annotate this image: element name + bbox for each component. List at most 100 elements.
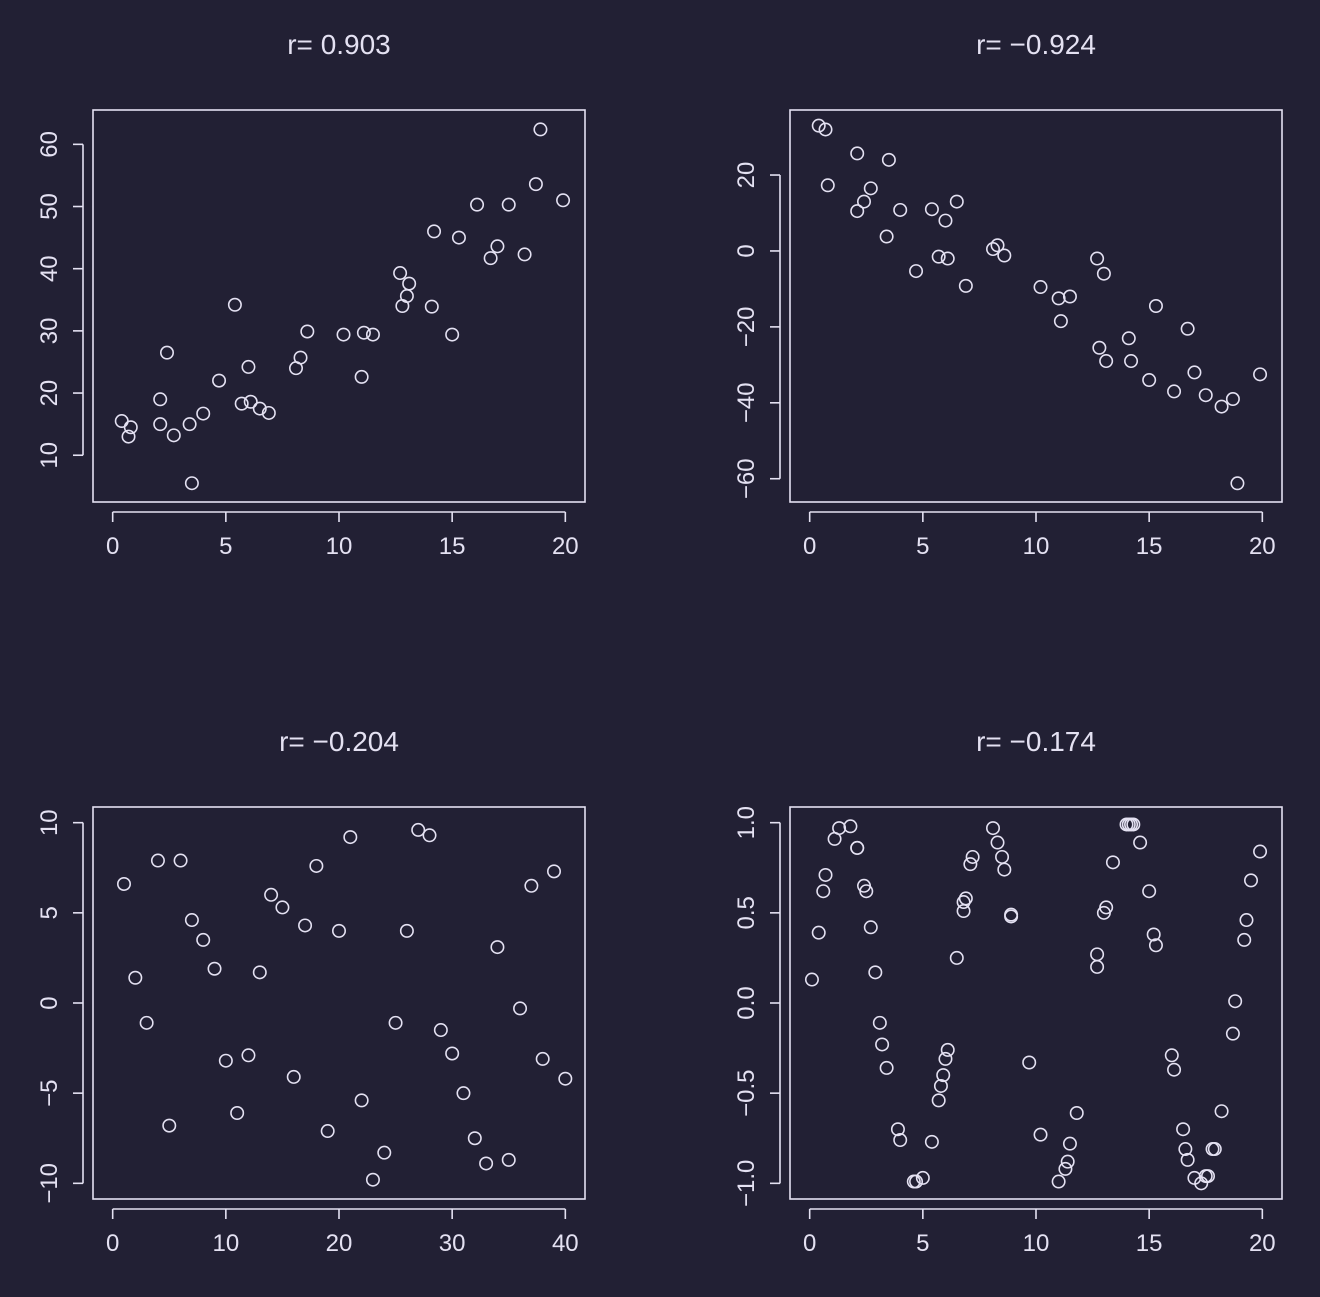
data-point — [365, 1172, 380, 1187]
data-point — [938, 213, 953, 228]
data-point — [1092, 340, 1107, 355]
data-point — [1167, 1062, 1182, 1077]
data-point — [1069, 1105, 1084, 1120]
x-tick-label: 0 — [106, 533, 119, 560]
data-point — [1214, 399, 1229, 414]
data-point — [1121, 331, 1136, 346]
data-point — [433, 1023, 448, 1038]
y-tick-label: 20 — [733, 162, 760, 189]
data-point — [820, 178, 835, 193]
data-point — [1033, 280, 1048, 295]
data-point — [1198, 388, 1213, 403]
data-point — [116, 876, 131, 891]
data-point — [123, 420, 138, 435]
data-point — [868, 965, 883, 980]
data-point — [490, 940, 505, 955]
data-point — [558, 1071, 573, 1086]
data-point — [427, 224, 442, 239]
data-point — [139, 1015, 154, 1030]
data-point — [1201, 1169, 1216, 1184]
data-point — [990, 238, 1005, 253]
x-tick-label: 20 — [552, 533, 579, 560]
data-point — [879, 1060, 894, 1075]
data-point — [159, 345, 174, 360]
data-point — [1167, 384, 1182, 399]
data-point — [859, 884, 874, 899]
y-tick-label: 1.0 — [733, 806, 760, 839]
x-tick-label: 15 — [1136, 533, 1163, 560]
data-point — [320, 1124, 335, 1139]
data-point — [547, 864, 562, 879]
y-tick-label: −1.0 — [733, 1160, 760, 1207]
data-point — [1146, 927, 1161, 942]
plot-frame — [789, 109, 1283, 503]
data-point — [243, 394, 258, 409]
data-point — [393, 266, 408, 281]
panel-title: r= −0.204 — [279, 726, 399, 757]
x-tick-label: 20 — [1249, 1230, 1276, 1257]
data-point — [936, 1068, 951, 1083]
data-point — [811, 118, 826, 133]
data-point — [1142, 373, 1157, 388]
data-point — [467, 1131, 482, 1146]
data-point — [816, 884, 831, 899]
data-point — [1253, 844, 1268, 859]
data-point — [863, 920, 878, 935]
data-point — [456, 1086, 471, 1101]
data-point — [915, 1170, 930, 1185]
y-tick-label: 0 — [733, 244, 760, 257]
y-tick-label: 50 — [36, 193, 63, 220]
x-tick-label: 0 — [803, 1230, 816, 1257]
data-point — [207, 961, 222, 976]
data-point — [1062, 289, 1077, 304]
x-tick-label: 0 — [106, 1230, 119, 1257]
data-point — [997, 248, 1012, 263]
data-point — [997, 862, 1012, 877]
data-point — [517, 247, 532, 262]
data-point — [949, 950, 964, 965]
data-point — [958, 278, 973, 293]
data-point — [483, 251, 498, 266]
data-point — [938, 1051, 953, 1066]
data-point — [445, 327, 460, 342]
data-point — [227, 297, 242, 312]
data-point — [451, 230, 466, 245]
data-point — [940, 251, 955, 266]
data-point — [298, 918, 313, 933]
data-point — [1253, 367, 1268, 382]
data-point — [356, 325, 371, 340]
data-point — [402, 276, 417, 291]
data-point — [893, 1133, 908, 1148]
data-point — [958, 891, 973, 906]
data-point — [422, 828, 437, 843]
data-point — [184, 913, 199, 928]
data-point — [309, 858, 324, 873]
data-point — [196, 406, 211, 421]
data-point — [1058, 1161, 1073, 1176]
data-point — [818, 122, 833, 137]
data-point — [956, 895, 971, 910]
data-point — [1176, 1122, 1191, 1137]
data-point — [1178, 1142, 1193, 1157]
data-point — [173, 853, 188, 868]
x-tick-label: 10 — [1023, 1230, 1050, 1257]
data-point — [343, 830, 358, 845]
y-tick-label: 40 — [36, 255, 63, 282]
data-point — [1105, 855, 1120, 870]
data-point — [963, 857, 978, 872]
x-tick-label: 20 — [326, 1230, 353, 1257]
x-tick-label: 15 — [439, 533, 466, 560]
data-point — [153, 392, 168, 407]
data-point — [850, 204, 865, 219]
data-point — [300, 324, 315, 339]
data-point — [879, 229, 894, 244]
data-point — [1099, 900, 1114, 915]
data-point — [856, 194, 871, 209]
data-point — [1124, 354, 1139, 369]
data-point — [241, 359, 256, 374]
data-point — [1090, 251, 1105, 266]
data-point — [241, 1048, 256, 1063]
data-point — [804, 972, 819, 987]
data-point — [1099, 354, 1114, 369]
